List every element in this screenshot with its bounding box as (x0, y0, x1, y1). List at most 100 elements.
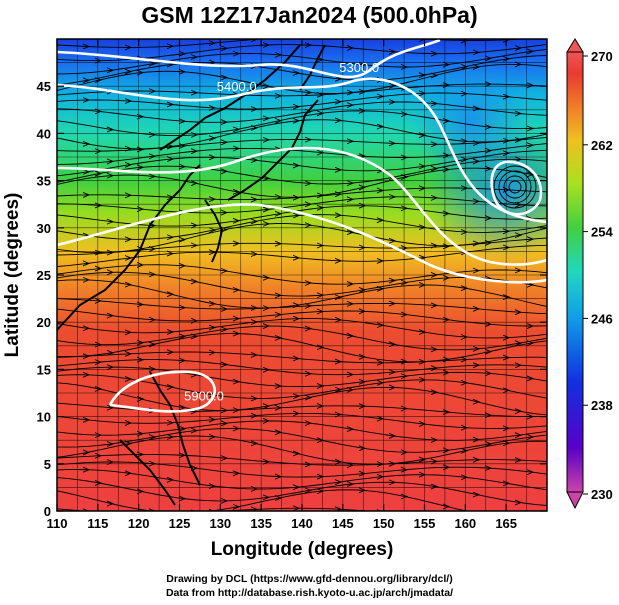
streamline-arrow (472, 49, 481, 56)
streamline-arrow (484, 165, 493, 172)
streamline-arrow (442, 316, 451, 323)
streamline-arrow (484, 81, 493, 88)
streamline-arrow (484, 370, 493, 377)
streamline-arrow (400, 279, 409, 286)
streamline-arrow (304, 42, 313, 48)
streamline-arrow (442, 82, 451, 88)
streamline-arrow (82, 276, 91, 283)
streamline-arrow (316, 473, 325, 480)
streamline-arrow (190, 148, 199, 155)
streamline-arrow (358, 308, 367, 315)
streamline-arrow (166, 476, 175, 483)
streamline-arrow (94, 386, 103, 392)
streamline-arrow (190, 89, 199, 96)
streamline-arrow (514, 61, 523, 68)
vortex-streamline (498, 170, 532, 204)
streamline-arrow (106, 158, 115, 165)
streamline-arrow (472, 436, 481, 443)
streamline-arrow (502, 228, 511, 235)
streamline-arrow (136, 206, 145, 213)
streamline-arrow (316, 308, 325, 315)
streamline-arrow (262, 136, 271, 143)
streamline-arrow (232, 50, 241, 57)
streamline-arrow (430, 272, 439, 278)
streamline-arrow (124, 192, 133, 199)
streamline-arrow (400, 174, 409, 180)
streamline-arrow (316, 344, 325, 351)
streamline-arrow (292, 103, 301, 110)
streamline-arrow (334, 479, 343, 485)
streamline-arrow (526, 434, 535, 440)
streamline-arrow (316, 488, 325, 495)
streamline-arrow (514, 457, 523, 463)
streamline-arrow (430, 194, 439, 201)
streamline-arrow (274, 51, 283, 58)
streamline-arrow (376, 258, 385, 264)
streamline-arrow (502, 150, 511, 157)
streamline-arrow (82, 449, 91, 456)
streamline-arrow (82, 168, 91, 175)
streamline-arrow (460, 138, 469, 145)
streamline-arrow (430, 72, 439, 79)
streamline-arrow (460, 447, 469, 454)
streamline-arrow (388, 237, 397, 244)
streamline-arrow (94, 57, 103, 64)
streamline-arrow (418, 421, 427, 427)
streamline-arrow (94, 265, 103, 272)
streamline-arrow (376, 285, 385, 292)
streamline-arrow (460, 185, 469, 192)
streamline-arrow (178, 118, 187, 125)
streamline-arrow (316, 91, 325, 98)
streamline-arrow (208, 508, 215, 511)
streamline-arrow (514, 156, 523, 163)
streamline-arrow (376, 473, 385, 480)
streamline-arrow (250, 506, 259, 511)
streamline-arrow (232, 126, 241, 133)
streamline-arrow (232, 188, 241, 195)
colorbar-ticks: 270 262 254 246 238 230 (583, 49, 613, 502)
streamline-arrow (304, 461, 313, 468)
streamline-arrow (334, 212, 343, 219)
streamline-arrow (94, 341, 103, 348)
streamline-arrow (376, 379, 385, 386)
streamline-arrow (232, 145, 241, 152)
streamline-arrow (400, 311, 409, 318)
streamline (57, 83, 547, 97)
streamline-arrow (484, 215, 493, 221)
streamline-arrow (262, 175, 271, 182)
streamline (57, 143, 547, 165)
x-tick-label: 145 (332, 516, 354, 531)
streamline-arrow (208, 433, 217, 440)
streamline-arrow (148, 316, 157, 323)
streamline-arrow (136, 488, 145, 495)
streamline-arrow (190, 427, 199, 434)
streamline-arrow (346, 371, 355, 378)
streamline-arrow (94, 359, 103, 366)
streamline-arrow (334, 98, 343, 105)
streamline-arrow (166, 349, 175, 356)
streamline-arrow (220, 168, 229, 175)
streamline-arrow (262, 42, 271, 48)
streamline-arrow (136, 69, 145, 76)
streamline-arrow (232, 470, 241, 477)
streamline (57, 351, 547, 364)
streamline-arrow (358, 184, 367, 191)
streamline-arrow (220, 420, 229, 427)
streamline-arrow (250, 305, 259, 311)
streamline-arrow (346, 481, 355, 488)
streamline-arrow (472, 198, 481, 205)
streamline-arrow (514, 232, 523, 239)
y-tick-label: 15 (37, 362, 51, 377)
streamline (57, 453, 547, 466)
streamline-arrow (292, 450, 301, 457)
streamline-arrow (124, 161, 133, 168)
streamline-arrow (232, 315, 241, 322)
streamline-arrow (292, 212, 301, 219)
streamline (57, 435, 547, 465)
streamline (57, 318, 547, 339)
streamline-arrow (334, 358, 343, 365)
streamline-arrow (400, 154, 409, 161)
streamline-arrow (358, 88, 367, 95)
footer-credit-data: Data from http://database.rish.kyoto-u.a… (165, 587, 454, 599)
streamline-arrow (472, 158, 481, 165)
